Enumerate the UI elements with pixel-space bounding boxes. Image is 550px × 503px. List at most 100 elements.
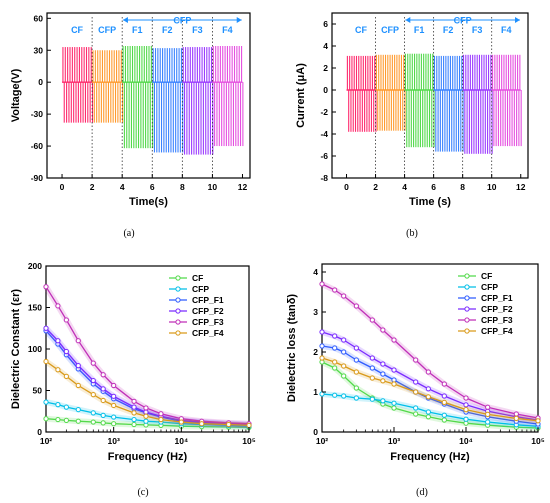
dielectric-loss-chart-legend-label: CFP — [481, 282, 498, 292]
current-chart-segment-cfp — [375, 54, 406, 131]
current-chart-segment-f4 — [491, 54, 522, 147]
dielectric-constant-chart-series-cfp-f4 — [43, 358, 252, 429]
voltage-chart-ytick-label: -60 — [31, 141, 44, 151]
voltage-chart-segment-cf — [62, 47, 94, 123]
voltage-chart-ytick-label: 0 — [38, 77, 43, 87]
dielectric-loss-chart-data-point — [369, 375, 375, 381]
dielectric-constant-chart-xlabel: Frequency (Hz) — [108, 451, 188, 463]
dielectric-loss-chart-data-point — [341, 293, 347, 299]
dielectric-constant-chart-data-point — [63, 317, 69, 323]
dielectric-loss-chart-legend-marker — [464, 284, 470, 290]
dielectric-constant-chart-data-point — [100, 386, 106, 392]
dielectric-constant-chart-data-point — [55, 402, 61, 408]
current-chart-ytick-label: 2 — [323, 63, 328, 73]
dielectric-loss-chart-data-point — [353, 345, 359, 351]
dielectric-constant-chart-data-point — [75, 363, 81, 369]
dielectric-loss-chart-data-point — [463, 395, 469, 401]
dielectric-constant-chart-data-point — [100, 412, 106, 418]
dielectric-loss-chart-data-point — [369, 365, 375, 371]
dielectric-constant-chart-series-cfp — [43, 399, 252, 430]
dielectric-loss-chart-series-cfp-f4 — [319, 355, 541, 424]
dielectric-constant-chart-data-point — [246, 422, 252, 428]
dielectric-constant-chart-xtick-label: 10⁵ — [242, 436, 255, 446]
dielectric-loss-chart-xtick-label: 10⁵ — [531, 436, 544, 446]
dielectric-constant-chart-data-point — [131, 410, 137, 416]
dielectric-constant-chart-legend-label: CF — [192, 273, 203, 283]
dielectric-loss-chart-data-point — [535, 418, 541, 424]
current-chart-segment-f3 — [462, 54, 493, 154]
voltage-chart-group-arrowhead-right — [236, 17, 242, 23]
dielectric-constant-chart-data-point — [131, 404, 137, 410]
dielectric-loss-chart-legend-label: CFP_F2 — [481, 304, 513, 314]
current-chart-ytick-label: -8 — [320, 173, 328, 183]
dielectric-constant-chart-legend-label: CFP_F1 — [192, 295, 224, 305]
dielectric-constant-chart-data-point — [55, 338, 61, 344]
caption-c: (c) — [137, 487, 148, 498]
voltage-chart-segment-label: CFP — [98, 25, 116, 35]
dielectric-loss-chart-data-point — [413, 379, 419, 385]
dielectric-loss-chart-legend-label: CFP_F3 — [481, 315, 513, 325]
voltage-chart-xlabel: Time(s) — [129, 196, 168, 208]
dielectric-constant-chart-data-point — [158, 416, 164, 423]
dielectric-loss-chart-data-point — [425, 414, 431, 420]
voltage-chart-segment-cfp — [92, 50, 124, 123]
dielectric-constant-chart-xtick-label: 10³ — [108, 436, 120, 446]
dielectric-loss-chart-data-point — [441, 381, 447, 387]
dielectric-loss-chart-ytick-label: 3 — [313, 307, 318, 317]
dielectric-constant-chart-data-point — [75, 418, 81, 424]
current-chart-segment-f2 — [433, 55, 464, 152]
dielectric-loss-chart-legend-label: CFP_F1 — [481, 293, 513, 303]
dielectric-constant-chart-data-point — [63, 373, 69, 379]
dielectric-constant-chart-series-line — [45, 330, 250, 427]
current-chart-segment-f1 — [404, 53, 435, 148]
dielectric-loss-chart-data-point — [513, 415, 519, 421]
dielectric-loss-chart-ytick-label: 1 — [313, 387, 318, 397]
current-chart-ytick-label: -2 — [320, 107, 328, 117]
dielectric-loss-chart-data-point — [425, 386, 431, 392]
current-chart-xlabel: Time (s) — [409, 196, 451, 208]
dielectric-loss-chart-data-point — [341, 337, 347, 343]
voltage-chart-xtick-label: 2 — [90, 182, 95, 192]
dielectric-constant-chart-data-point — [111, 382, 117, 389]
voltage-chart-segment-label: F3 — [192, 25, 203, 35]
dielectric-loss-chart-data-point — [380, 371, 386, 377]
dielectric-constant-chart-data-point — [100, 420, 106, 426]
dielectric-constant-chart-data-point — [55, 367, 61, 373]
dielectric-loss-chart-data-point — [441, 417, 447, 423]
dielectric-loss-chart-data-point — [353, 303, 359, 309]
dielectric-loss-chart-data-point — [391, 337, 397, 343]
dielectric-loss-chart-data-point — [319, 355, 325, 361]
dielectric-loss-chart-xlabel: Frequency (Hz) — [390, 451, 470, 463]
current-chart-xtick-label: 12 — [516, 182, 526, 192]
dielectric-loss-chart-data-point — [341, 363, 347, 369]
dielectric-loss-chart-series-cfp-f1 — [319, 343, 541, 427]
dielectric-loss-chart-data-point — [391, 381, 397, 387]
dielectric-loss-chart-data-point — [332, 287, 338, 293]
dielectric-loss-chart-data-point — [463, 402, 469, 408]
dielectric-constant-chart-ytick-label: 200 — [28, 261, 42, 271]
voltage-chart-segment-label: F1 — [132, 25, 143, 35]
dielectric-constant-chart-legend-marker — [175, 286, 181, 292]
current-chart-segment-label: CF — [355, 25, 367, 35]
dielectric-loss-chart-data-point — [319, 329, 325, 335]
dielectric-constant-chart-data-point — [178, 419, 184, 425]
dielectric-loss-chart-xtick-label: 10⁴ — [459, 436, 473, 446]
dielectric-constant-chart-data-point — [90, 360, 96, 366]
current-chart-group-label: CFP — [454, 16, 472, 26]
voltage-chart-segment-f1 — [122, 46, 154, 149]
dielectric-loss-chart-data-point — [485, 419, 491, 425]
dielectric-constant-chart-data-point — [199, 421, 205, 427]
dielectric-loss-chart-data-point — [441, 399, 447, 405]
dielectric-loss-chart-legend-label: CFP_F4 — [481, 326, 513, 336]
dielectric-constant-chart-data-point — [226, 421, 232, 428]
dielectric-loss-chart-data-point — [425, 369, 431, 375]
current-chart-frame — [331, 12, 529, 179]
dielectric-loss-chart-data-point — [353, 385, 359, 391]
current-chart-segment-label: F3 — [472, 25, 483, 35]
dielectric-loss-chart-data-point — [380, 327, 386, 333]
dielectric-loss-chart-data-point — [425, 409, 431, 415]
dielectric-constant-chart-data-point — [131, 421, 137, 428]
current-chart-segment-label: F2 — [443, 25, 454, 35]
dielectric-loss-chart-data-point — [485, 411, 491, 417]
